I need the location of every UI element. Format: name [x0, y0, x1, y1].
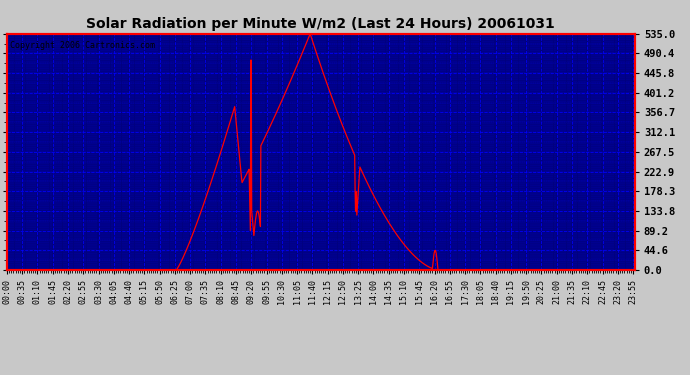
Text: Copyright 2006 Cartronics.com: Copyright 2006 Cartronics.com: [10, 41, 155, 50]
Title: Solar Radiation per Minute W/m2 (Last 24 Hours) 20061031: Solar Radiation per Minute W/m2 (Last 24…: [86, 17, 555, 31]
